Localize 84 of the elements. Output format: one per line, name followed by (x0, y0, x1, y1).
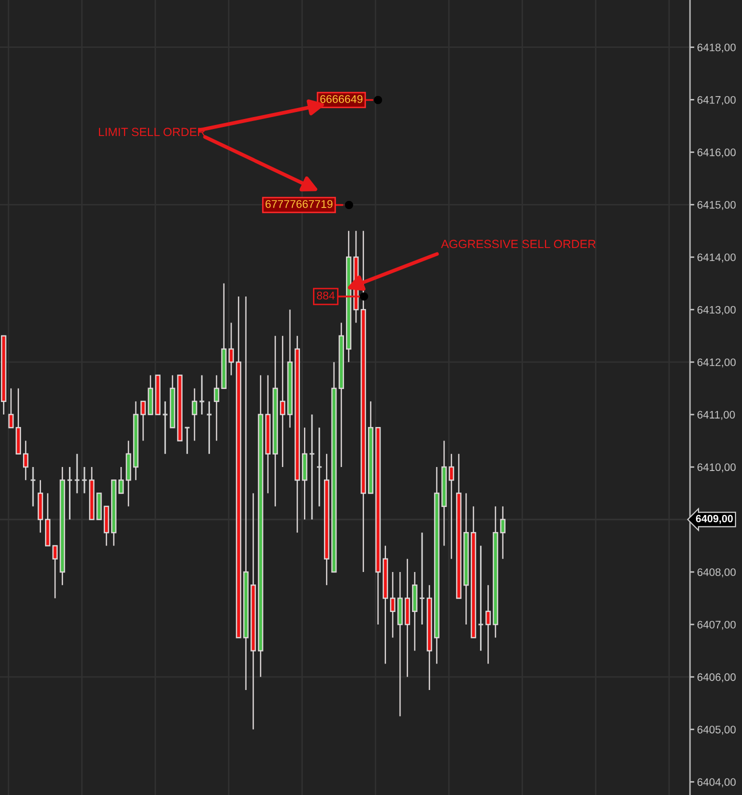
candlestick (382, 545, 388, 664)
candlestick (375, 427, 381, 626)
candlestick (418, 532, 426, 626)
candlestick (60, 466, 66, 586)
y-tick-label: 6408,00 (697, 568, 736, 578)
candlestick (89, 466, 94, 520)
candlestick (485, 584, 491, 664)
candlestick (478, 544, 484, 652)
candlestick (133, 400, 138, 481)
y-tick-label: 6405,00 (697, 726, 736, 735)
candlestick (96, 492, 102, 520)
candlestick (206, 400, 212, 455)
candlestick (287, 308, 293, 428)
candlestick (52, 545, 58, 599)
candlestick (155, 374, 160, 416)
candlestick (16, 388, 22, 455)
ref-line-label: 6409,00 (696, 514, 733, 524)
candlestick (104, 506, 110, 546)
candlestick (426, 584, 432, 691)
candlestick (294, 335, 300, 534)
y-tick-label: 6418,00 (697, 44, 736, 53)
candlestick (368, 400, 374, 494)
y-tick-label: 6404,00 (697, 778, 736, 788)
y-tick-label: 6406,00 (697, 673, 736, 682)
candlestick (8, 388, 14, 428)
candlestick (346, 230, 352, 363)
y-tick-label: 6414,00 (697, 253, 736, 262)
candlestick (463, 492, 469, 626)
candlestick (81, 466, 88, 494)
candlestick (397, 571, 403, 717)
y-tick-label: 6410,00 (697, 463, 736, 472)
candlestick (243, 296, 249, 691)
candlestick (170, 374, 176, 428)
candlestick (221, 282, 227, 389)
y-tick-label: 6415,00 (697, 201, 736, 210)
candlestick (126, 440, 132, 508)
candlestick (302, 427, 308, 520)
y-tick-label: 6411,00 (697, 410, 735, 420)
candlestick (140, 400, 146, 442)
candlestick (338, 322, 344, 468)
candlestick (280, 335, 286, 468)
candlestick (434, 466, 440, 664)
candlestick (192, 388, 198, 442)
y-tick-label: 6416,00 (697, 148, 736, 158)
candlestick (162, 400, 168, 455)
candlestick (308, 414, 316, 520)
candlestick (272, 335, 278, 508)
annotation: AGGRESSIVE SELL ORDER (441, 240, 596, 248)
y-tick-label: 6407,00 (697, 620, 736, 630)
y-tick-label: 6413,00 (697, 306, 736, 315)
y-tick-label: 6412,00 (697, 358, 736, 368)
candlestick (74, 453, 80, 494)
candlestick (214, 374, 220, 442)
candlestick (500, 506, 506, 560)
candlestick (38, 480, 44, 534)
candlestick (30, 466, 36, 508)
candlestick (492, 506, 498, 638)
annotation: 67777667719 (266, 200, 332, 208)
candlestick (470, 506, 476, 638)
candlestick (331, 361, 337, 573)
candlestick (448, 453, 454, 560)
candlestick (404, 558, 410, 678)
candlestick (23, 440, 28, 481)
candlestick (0, 335, 6, 416)
candlestick (236, 296, 242, 638)
candlestick (250, 492, 256, 730)
candlestick (228, 322, 234, 376)
candlestick (148, 374, 154, 416)
candlestick (184, 426, 190, 455)
candlestick (456, 453, 462, 599)
candlestick (66, 466, 73, 520)
candlestick (316, 426, 322, 508)
candlestick (412, 571, 418, 652)
candlestick (111, 480, 116, 546)
candlestick (118, 466, 124, 494)
candlestick (177, 374, 183, 442)
annotation: 6666649 (320, 95, 362, 103)
candlestick (324, 453, 330, 586)
candlestick (45, 492, 50, 546)
annotation: 884 (316, 292, 335, 300)
candlestick (390, 571, 396, 638)
candlestick (441, 440, 447, 546)
y-tick-label: 6417,00 (697, 96, 736, 106)
candlestick (198, 374, 205, 416)
